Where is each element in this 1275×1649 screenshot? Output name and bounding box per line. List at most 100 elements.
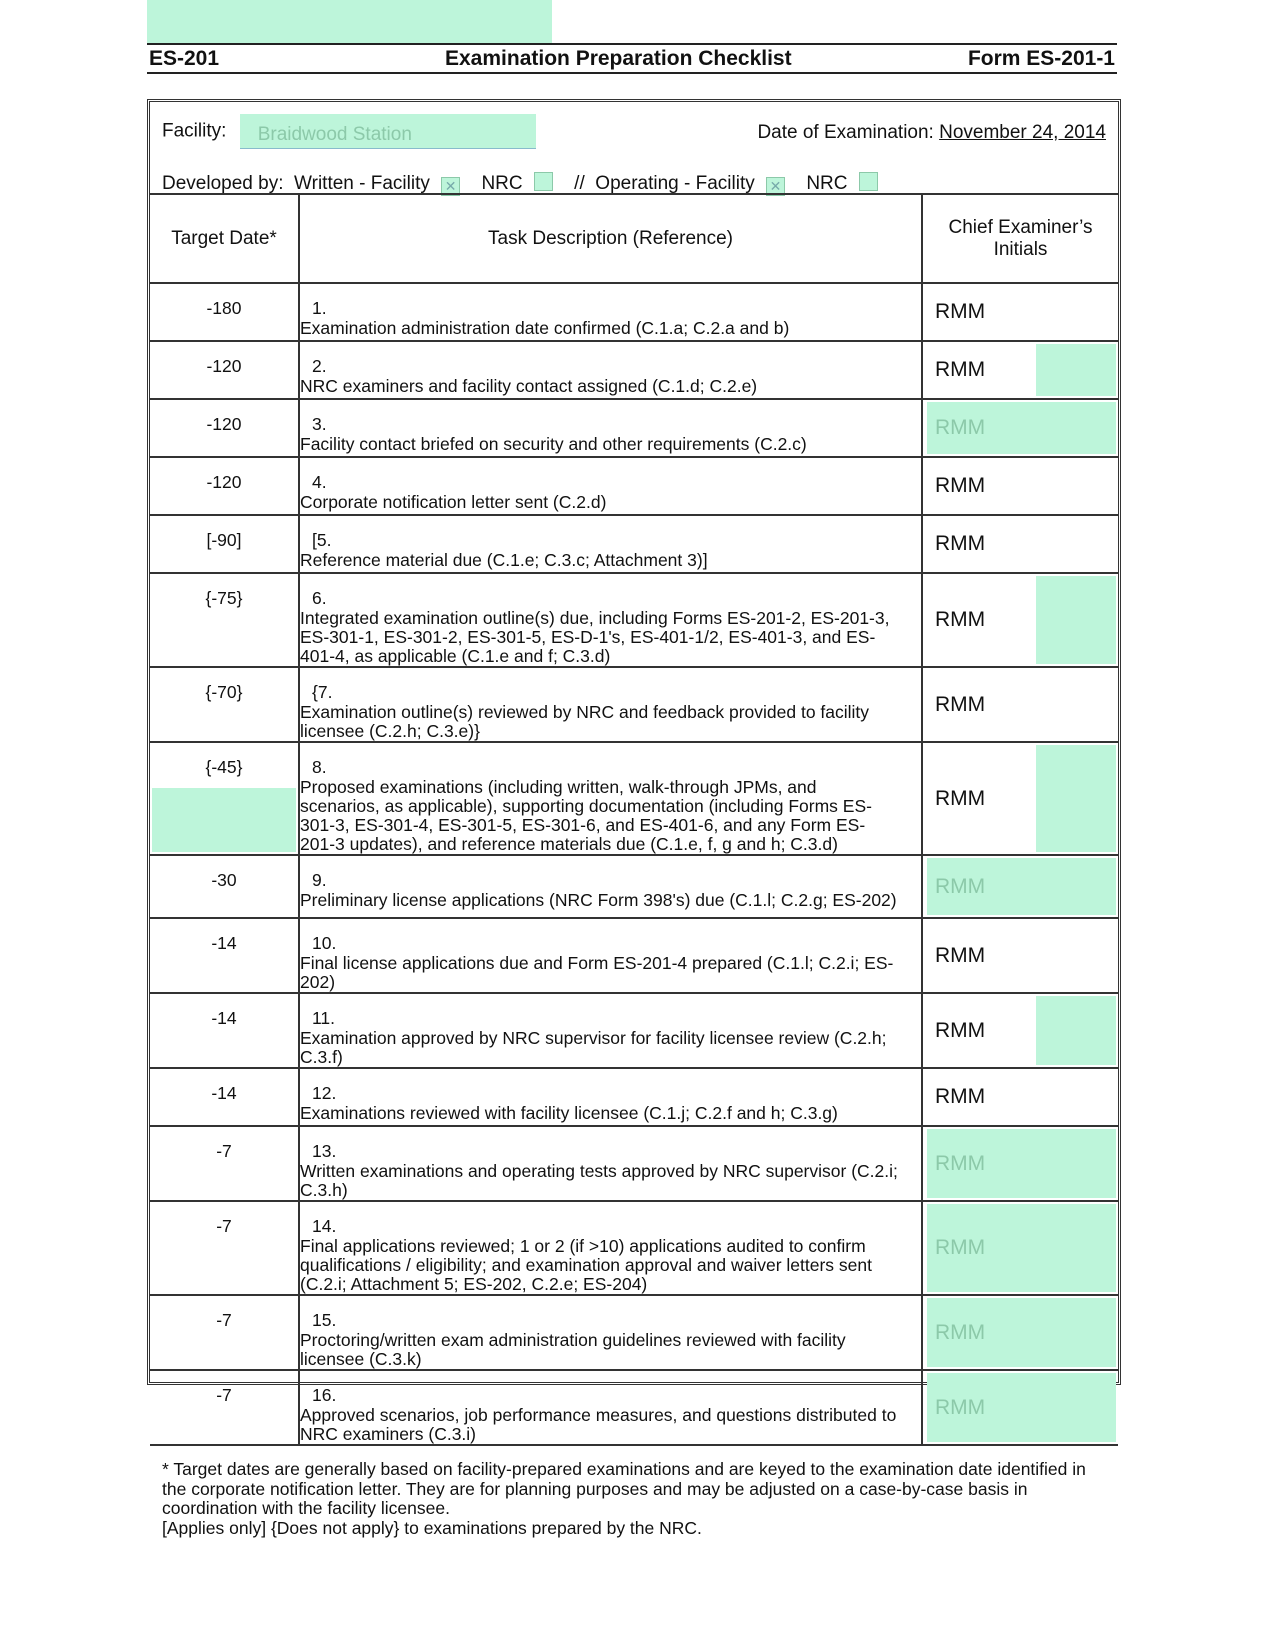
task-number: 15. <box>312 1310 337 1330</box>
initials-cell[interactable]: RMM <box>921 1125 1118 1202</box>
initials: RMM <box>935 1395 986 1419</box>
highlight <box>927 1298 1116 1367</box>
initials-cell[interactable]: RMM <box>921 666 1118 743</box>
task-number: 16. <box>312 1385 337 1405</box>
written-nrc-checkbox[interactable] <box>533 172 553 191</box>
table-row: [-90] [5.Reference material due (C.1.e; … <box>150 514 1118 574</box>
initials: RMM <box>935 874 986 898</box>
task-number: 1. <box>312 298 327 318</box>
initials-cell[interactable]: RMM <box>921 992 1118 1069</box>
task-number: 8. <box>312 757 327 777</box>
exam-date-field: Date of Examination: November 24, 2014 <box>757 122 1106 144</box>
initials-cell[interactable]: RMM <box>921 514 1118 574</box>
task-number: 4. <box>312 472 327 492</box>
task-description: Integrated examination outline(s) due, i… <box>300 608 890 666</box>
target-date-cell: -14 <box>150 1067 300 1127</box>
initials-cell[interactable]: RMM <box>921 1200 1118 1296</box>
target-date-cell: -7 <box>150 1294 300 1371</box>
highlight <box>1036 996 1116 1065</box>
initials: RMM <box>935 1236 986 1259</box>
initials: RMM <box>935 358 986 381</box>
table-row: -120 4.Corporate notification letter sen… <box>150 456 1118 516</box>
initials: RMM <box>935 474 986 497</box>
table-row: -120 3.Facility contact briefed on secur… <box>150 398 1118 458</box>
checklist-table: Target Date* Task Description (Reference… <box>150 193 1118 1548</box>
initials-cell[interactable]: RMM <box>921 1294 1118 1371</box>
exam-date-label: Date of Examination: <box>757 122 934 143</box>
task-description: Final applications reviewed; 1 or 2 (if … <box>300 1236 872 1294</box>
highlight <box>1036 576 1116 664</box>
table-row: -7 15.Proctoring/written exam administra… <box>150 1294 1118 1371</box>
operating-nrc-label: NRC <box>806 173 848 194</box>
initials: RMM <box>935 786 986 810</box>
target-date-cell: {-45} <box>150 741 300 856</box>
facility-input[interactable]: Braidwood Station <box>239 114 536 149</box>
developed-by-row: Developed by: Written - Facility ✕ NRC /… <box>162 172 894 196</box>
task-description: NRC examiners and facility contact assig… <box>300 376 758 396</box>
task-number: 12. <box>312 1083 337 1103</box>
target-date: -180 <box>206 298 242 318</box>
initials-cell[interactable]: RMM <box>921 741 1118 856</box>
task-description: Examination approved by NRC supervisor f… <box>300 1028 887 1067</box>
table-row: -180 1.Examination administration date c… <box>150 282 1118 342</box>
initials: RMM <box>935 1018 986 1042</box>
table-row: -7 13.Written examinations and operating… <box>150 1125 1118 1202</box>
target-date-cell: -14 <box>150 917 300 994</box>
highlight <box>927 1129 1116 1198</box>
target-date: -7 <box>216 1310 232 1330</box>
exam-date-input[interactable]: November 24, 2014 <box>939 122 1106 143</box>
task-cell: 11.Examination approved by NRC superviso… <box>298 992 923 1069</box>
form-number: Form ES-201-1 <box>967 47 1115 70</box>
initials-cell[interactable]: RMM <box>921 1067 1118 1127</box>
initials-cell[interactable]: RMM <box>921 456 1118 516</box>
highlight <box>1036 745 1116 852</box>
written-facility-checkbox[interactable]: ✕ <box>441 177 461 196</box>
target-date-cell: -14 <box>150 992 300 1069</box>
initials-cell[interactable]: RMM <box>921 917 1118 994</box>
target-date: -7 <box>216 1141 232 1161</box>
initials-cell[interactable]: RMM <box>921 572 1118 668</box>
table-row: -14 12.Examinations reviewed with facili… <box>150 1067 1118 1127</box>
task-cell: 10.Final license applications due and Fo… <box>298 917 923 994</box>
form-section: ES-201 <box>149 47 220 70</box>
table-row: -7 16.Approved scenarios, job performanc… <box>150 1369 1118 1446</box>
target-date: {-75} <box>205 588 243 608</box>
initials: RMM <box>935 1151 986 1175</box>
target-date-cell: -7 <box>150 1369 300 1446</box>
task-description: Corporate notification letter sent (C.2.… <box>300 492 607 512</box>
task-number: 3. <box>312 414 327 434</box>
target-date: -14 <box>211 1008 237 1028</box>
target-date: [-90] <box>206 530 242 550</box>
operating-nrc-checkbox[interactable] <box>858 172 878 191</box>
table-row: -30 9.Preliminary license applications (… <box>150 854 1118 919</box>
col-target-date: Target Date* <box>150 193 300 284</box>
task-cell: 3.Facility contact briefed on security a… <box>298 398 923 458</box>
initials: RMM <box>935 692 986 716</box>
initials-cell[interactable]: RMM <box>921 340 1118 400</box>
target-date: -30 <box>211 870 237 890</box>
target-date-cell: -7 <box>150 1125 300 1202</box>
highlight <box>1036 344 1116 396</box>
written-facility-label: Written - Facility <box>294 173 430 194</box>
target-date-cell: -30 <box>150 854 300 919</box>
task-number: 10. <box>312 933 337 953</box>
target-date: -14 <box>211 933 237 953</box>
separator: // <box>574 173 585 194</box>
target-date: -7 <box>216 1216 232 1236</box>
initials-cell[interactable]: RMM <box>921 1369 1118 1446</box>
task-description: Examination administration date confirme… <box>300 318 790 338</box>
page-title: Examination Preparation Checklist <box>445 47 792 70</box>
initials-cell[interactable]: RMM <box>921 854 1118 919</box>
initials-cell[interactable]: RMM <box>921 282 1118 342</box>
task-description: Proctoring/written exam administration g… <box>300 1330 846 1369</box>
redaction-highlight <box>147 0 552 44</box>
initials-cell[interactable]: RMM <box>921 398 1118 458</box>
task-number: [5. <box>312 530 332 550</box>
task-description: Approved scenarios, job performance meas… <box>300 1405 897 1444</box>
task-cell: 4.Corporate notification letter sent (C.… <box>298 456 923 516</box>
operating-facility-label: Operating - Facility <box>595 173 755 194</box>
task-number: 6. <box>312 588 327 608</box>
initials: RMM <box>935 608 986 631</box>
highlight <box>152 788 296 852</box>
task-cell: 8.Proposed examinations (including writt… <box>298 741 923 856</box>
